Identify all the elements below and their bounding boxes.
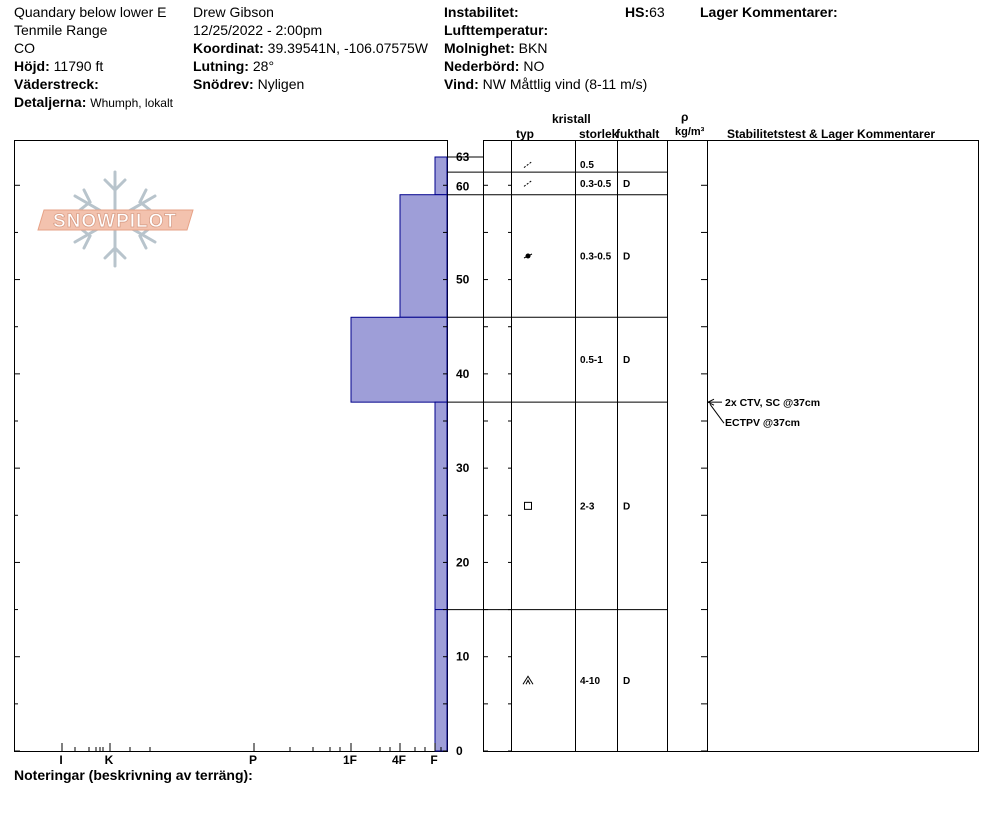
hardness-label: P	[249, 753, 257, 767]
instability-label: Instabilitet:	[444, 4, 519, 20]
depth-label: 60	[456, 179, 470, 193]
hardness-bar-4	[434, 609, 448, 752]
drift-label: Snödrev:	[193, 76, 254, 92]
location-name: Quandary below lower E	[14, 4, 167, 20]
size-header: storlek	[579, 127, 619, 141]
depth-label: 40	[456, 367, 470, 381]
layer-comments-label: Lager Kommentarer:	[700, 4, 838, 20]
sky-row: Molnighet: BKN	[444, 39, 547, 57]
faceted-crystal-icon	[524, 501, 532, 510]
stability-header: Stabilitetstest & Lager Kommentarer	[727, 127, 936, 141]
drift-value: Nyligen	[257, 76, 305, 92]
test-arrow	[709, 403, 725, 424]
drift-row: Snödrev: Nyligen	[193, 75, 304, 93]
rho-header: ρ	[681, 110, 689, 124]
airtemp-label: Lufttemperatur:	[444, 22, 549, 38]
moisture-header: fukthalt	[616, 127, 660, 141]
hardness-axis: I K P 1F 4F F	[59, 743, 442, 767]
hardness-bar-1	[399, 194, 448, 318]
moisture-label: D	[623, 252, 630, 263]
grain-size-label: 0.3-0.5	[580, 179, 612, 190]
hardness-label: 4F	[392, 753, 406, 767]
hardness-bar-2	[350, 316, 448, 403]
snowpilot-logo: SNOWPILOT	[37, 170, 194, 268]
coordinate-value: 39.39541N, -106.07575W	[267, 40, 428, 56]
notes-label: Noteringar (beskrivning av terräng):	[14, 767, 253, 783]
grain-size-label: 0.5-1	[580, 355, 603, 366]
crystal-header: kristall	[552, 112, 591, 126]
test-arrowhead	[706, 398, 715, 406]
grain-size-label: 0.5	[580, 160, 594, 171]
instability-row: Instabilitet:	[444, 3, 519, 21]
type-header: typ	[516, 127, 534, 141]
range-name: Tenmile Range	[14, 22, 108, 38]
precip-label: Nederbörd:	[444, 58, 520, 74]
hardness-label: K	[105, 753, 114, 767]
aspect-row: Väderstreck:	[14, 75, 99, 93]
hardness-label: I	[59, 753, 62, 767]
slope-value: 28°	[252, 58, 275, 74]
hardness-plot-frame	[14, 140, 448, 752]
hardness-bars	[350, 156, 448, 752]
hardness-label: F	[430, 753, 437, 767]
wind-row: Vind: NW Måttlig vind (8-11 m/s)	[444, 75, 647, 93]
slope-label: Lutning:	[193, 58, 249, 74]
observer-name: Drew Gibson	[193, 4, 274, 20]
moisture-label: D	[623, 676, 630, 687]
details-label: Detaljerna:	[14, 94, 87, 110]
moisture-label: D	[623, 355, 630, 366]
coordinate-row: Koordinat: 39.39541N, -106.07575W	[193, 39, 428, 57]
hs-row: HS:63	[625, 3, 665, 21]
wind-value: NW Måttlig vind (8-11 m/s)	[482, 76, 648, 92]
coordinate-label: Koordinat:	[193, 40, 264, 56]
test-result: 2x CTV, SC @37cm	[725, 397, 820, 409]
grain-size-label: 4-10	[580, 676, 600, 687]
hardness-bar-0	[434, 156, 448, 196]
depth-label: 50	[456, 273, 470, 287]
stability-tests: 2x CTV, SC @37cm ECTPV @37cm	[706, 397, 820, 429]
precipitation-particle-icon	[523, 179, 533, 187]
depth-label: 10	[456, 650, 470, 664]
hs-value: 63	[649, 4, 665, 20]
decomposing-fragment-icon	[523, 253, 533, 259]
logo-banner	[37, 209, 194, 231]
airtemp-row: Lufttemperatur:	[444, 21, 548, 39]
density-header: kg/m³	[675, 126, 705, 138]
moisture-label: D	[623, 179, 630, 190]
precipitation-particle-icon	[523, 161, 533, 168]
elevation-label: Höjd:	[14, 58, 50, 74]
wind-label: Vind:	[444, 76, 479, 92]
hardness-bar-3	[434, 401, 448, 611]
depth-label: 20	[456, 555, 470, 569]
precip-row: Nederbörd: NO	[444, 57, 544, 75]
grain-size-label: 0.3-0.5	[580, 252, 612, 263]
details-row: Detaljerna: Whumph, lokalt	[14, 93, 173, 112]
details-value: Whumph, lokalt	[90, 96, 173, 110]
logo-text: SNOWPILOT	[53, 211, 177, 232]
hs-label: HS:	[625, 4, 650, 20]
sky-label: Molnighet:	[444, 40, 515, 56]
depth-hoar-icon	[522, 675, 534, 685]
aspect-label: Väderstreck:	[14, 76, 99, 92]
sky-value: BKN	[518, 40, 548, 56]
elevation-value: 11790 ft	[53, 58, 104, 74]
precip-value: NO	[523, 58, 545, 74]
grain-size-label: 2-3	[580, 501, 595, 512]
state-name: CO	[14, 40, 35, 56]
hardness-label: 1F	[343, 753, 357, 767]
test-result: ECTPV @37cm	[725, 417, 800, 429]
observation-datetime: 12/25/2022 - 2:00pm	[193, 22, 323, 38]
depth-label: 30	[456, 461, 470, 475]
moisture-label: D	[623, 501, 630, 512]
elevation-row: Höjd: 11790 ft	[14, 57, 103, 75]
layer-table-frame	[483, 140, 979, 752]
grain-rows: 0.5 0.3-0.5 D 0.3-0.5 D 0.5-1 D 2-3 D 4-10 D	[447, 160, 667, 687]
depth-label: 0	[456, 744, 463, 758]
slope-row: Lutning: 28°	[193, 57, 274, 75]
